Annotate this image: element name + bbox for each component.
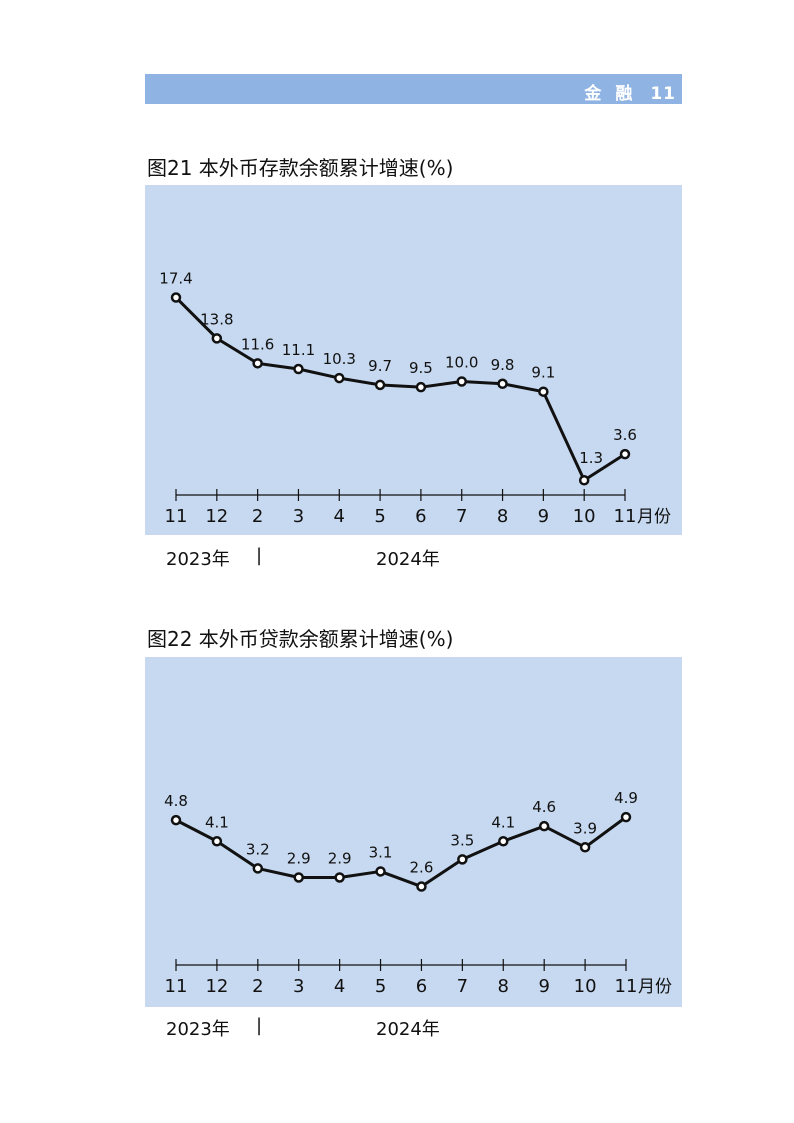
chart1-data-point bbox=[170, 292, 182, 303]
chart1-data-label: 9.7 bbox=[368, 357, 392, 375]
chart1-data-label: 9.5 bbox=[409, 359, 433, 377]
chart1-data-label: 11.1 bbox=[282, 341, 315, 359]
chart1-tick-label: 12 bbox=[205, 506, 228, 527]
chart1-data-label: 10.3 bbox=[323, 350, 356, 368]
chart1-data-point bbox=[538, 386, 549, 397]
chart2-series-line bbox=[175, 815, 627, 889]
chart2-data-point bbox=[579, 842, 591, 853]
chart1-data-label: 11.6 bbox=[241, 335, 274, 353]
year-label-2024: 2024年 bbox=[376, 549, 440, 570]
chart1-data-label: 13.8 bbox=[200, 310, 233, 328]
chart2-data-point bbox=[498, 836, 509, 847]
chart2-data-point bbox=[211, 836, 223, 847]
chart1-tick-label: 10 bbox=[573, 506, 596, 527]
chart2-tick-label: 2 bbox=[252, 976, 263, 997]
chart2-tick-label: 10 bbox=[574, 976, 597, 997]
section-title: 金融 bbox=[584, 84, 647, 104]
chart2-data-label: 4.6 bbox=[532, 798, 556, 816]
chart2-data-label: 2.6 bbox=[410, 859, 434, 877]
chart2-x-unit: 月份 bbox=[638, 977, 672, 997]
chart2-data-point bbox=[334, 872, 345, 883]
chart2-data-label: 4.9 bbox=[614, 789, 638, 807]
chart2-data-label: 3.5 bbox=[450, 831, 474, 849]
page-number: 11 bbox=[650, 84, 676, 104]
chart1-data-point bbox=[578, 474, 590, 486]
chart2-tick-label: 7 bbox=[457, 976, 468, 997]
chart2-tick-label: 6 bbox=[416, 976, 427, 997]
chart1-data-point bbox=[252, 358, 263, 369]
chart2-data-label: 4.1 bbox=[491, 813, 515, 831]
year-label-2024: 2024年 bbox=[376, 1019, 440, 1040]
chart1-data-label: 10.0 bbox=[445, 354, 478, 372]
chart1-data-label: 9.1 bbox=[531, 364, 555, 382]
chart2-data-label: 2.9 bbox=[328, 849, 352, 867]
chart1-tick-label: 6 bbox=[415, 506, 426, 527]
chart2-data-point bbox=[252, 863, 264, 874]
chart2-data-point bbox=[170, 814, 182, 826]
chart2-data-label: 4.1 bbox=[205, 813, 229, 831]
chart1-tick-label: 11 bbox=[614, 506, 637, 527]
chart1-tick-label: 11 bbox=[165, 506, 188, 527]
chart1-tick-label: 2 bbox=[252, 506, 263, 527]
year-separator: | bbox=[256, 545, 263, 566]
chart1-tick-label: 5 bbox=[374, 506, 385, 527]
header-bar: 金融 11 bbox=[145, 74, 682, 104]
chart1-data-point bbox=[374, 379, 386, 391]
chart2-tick-label: 9 bbox=[538, 976, 549, 997]
chart2-data-label: 4.8 bbox=[164, 792, 188, 810]
chart2-tick-label: 4 bbox=[334, 976, 345, 997]
chart1-tick-label: 4 bbox=[334, 506, 345, 527]
chart1-series-line bbox=[174, 296, 626, 482]
chart2-data-label: 3.2 bbox=[246, 840, 270, 858]
chart2-data-point bbox=[620, 811, 632, 823]
chart2-tick-label: 12 bbox=[205, 976, 228, 997]
chart1-data-label: 3.6 bbox=[613, 426, 637, 444]
chart1-data-point bbox=[293, 363, 304, 375]
chart2-data-label: 2.9 bbox=[287, 849, 311, 867]
chart1-data-point bbox=[334, 372, 345, 384]
header-text: 金融 11 bbox=[584, 79, 676, 104]
chart1-data-point bbox=[619, 448, 631, 460]
chart2-title: 图22 本外币贷款余额累计增速(%) bbox=[147, 627, 454, 651]
chart1-data-label: 9.8 bbox=[491, 356, 515, 374]
chart2-tick-label: 3 bbox=[293, 976, 304, 997]
chart1-tick-label: 8 bbox=[497, 506, 508, 527]
chart1-tick-label: 3 bbox=[293, 506, 304, 527]
chart1-tick-label: 7 bbox=[456, 506, 467, 527]
chart1-title: 图21 本外币存款余额累计增速(%) bbox=[147, 156, 454, 180]
chart1-data-point bbox=[456, 376, 467, 387]
chart2-data-label: 3.1 bbox=[369, 843, 393, 861]
chart1-data-point bbox=[415, 381, 427, 393]
chart2-panel bbox=[145, 657, 682, 1007]
chart2-tick-label: 11 bbox=[615, 976, 638, 997]
chart2-data-point bbox=[457, 854, 468, 865]
chart1-tick-label: 9 bbox=[538, 506, 549, 527]
chart2-tick-label: 11 bbox=[165, 976, 188, 997]
year-label-2023: 2023年 bbox=[166, 549, 230, 570]
chart2-data-label: 3.9 bbox=[573, 819, 597, 837]
chart2-tick-label: 5 bbox=[375, 976, 386, 997]
chart1-data-point bbox=[211, 333, 223, 344]
chart2-tick-label: 8 bbox=[498, 976, 509, 997]
chart2-data-point bbox=[293, 872, 304, 883]
chart1-data-label: 1.3 bbox=[579, 449, 603, 467]
year-separator: | bbox=[256, 1015, 263, 1036]
year-label-2023: 2023年 bbox=[166, 1019, 230, 1040]
chart1-data-point bbox=[497, 378, 508, 390]
chart1-x-unit: 月份 bbox=[637, 507, 671, 527]
chart2-data-point bbox=[416, 881, 427, 892]
chart2-data-point bbox=[375, 866, 386, 877]
chart1-data-label: 17.4 bbox=[159, 270, 192, 288]
chart2-data-point bbox=[538, 820, 550, 832]
